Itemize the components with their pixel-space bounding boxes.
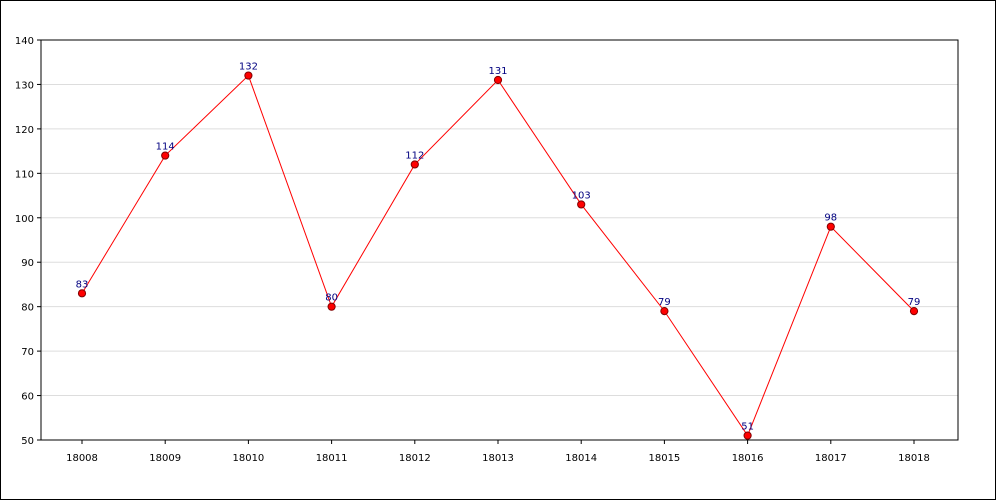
plot-area [40, 39, 959, 441]
data-point [826, 222, 835, 231]
data-label: 114 [156, 142, 175, 153]
x-tick-label: 18011 [316, 453, 348, 464]
x-tick-label: 18015 [648, 453, 680, 464]
y-tick-label: 130 [15, 80, 34, 91]
data-label: 112 [405, 150, 424, 161]
data-label: 79 [908, 297, 921, 308]
x-tick-label: 18012 [399, 453, 431, 464]
x-tick-label: 18009 [149, 453, 181, 464]
data-label: 79 [658, 297, 671, 308]
data-labels: 83 114 132 80 112 131 103 79 51 98 79 [76, 62, 921, 433]
x-tick-label: 18013 [482, 453, 514, 464]
y-tick-label: 60 [21, 392, 34, 403]
data-label: 98 [824, 213, 837, 224]
y-tick-label: 50 [21, 436, 34, 447]
y-tick-label: 100 [15, 214, 34, 225]
data-label: 80 [325, 293, 338, 304]
y-tick-label: 70 [21, 347, 34, 358]
data-label: 131 [488, 66, 507, 77]
y-tick-label: 90 [21, 258, 34, 269]
x-tick-label: 18014 [565, 453, 597, 464]
data-points [77, 71, 919, 440]
data-point [909, 307, 919, 316]
y-tick-label: 140 [15, 36, 34, 47]
data-label: 51 [741, 422, 754, 433]
y-tick-label: 80 [21, 303, 34, 314]
data-label: 83 [76, 279, 89, 290]
data-point [77, 289, 87, 298]
data-point [743, 431, 752, 440]
data-point [493, 75, 503, 85]
x-tick-label: 18018 [898, 453, 930, 464]
y-axis: 50 60 70 80 90 100 110 120 130 140 [15, 36, 41, 447]
y-tick-label: 120 [15, 125, 34, 136]
y-tick-label: 110 [15, 169, 34, 180]
data-label: 132 [239, 62, 258, 73]
series-line [81, 74, 915, 437]
data-point [660, 307, 669, 316]
x-tick-label: 18008 [66, 453, 98, 464]
data-point [577, 200, 586, 209]
x-tick-label: 18010 [232, 453, 264, 464]
data-point [410, 160, 419, 169]
x-axis: 18008 18009 18010 18011 18012 18013 18014 18015… [66, 440, 930, 464]
gridlines [41, 83, 958, 397]
x-tick-label: 18016 [732, 453, 764, 464]
data-point [327, 302, 336, 311]
data-point [244, 71, 253, 80]
data-label: 103 [572, 190, 591, 201]
x-tick-label: 18017 [815, 453, 847, 464]
data-point [161, 151, 170, 160]
